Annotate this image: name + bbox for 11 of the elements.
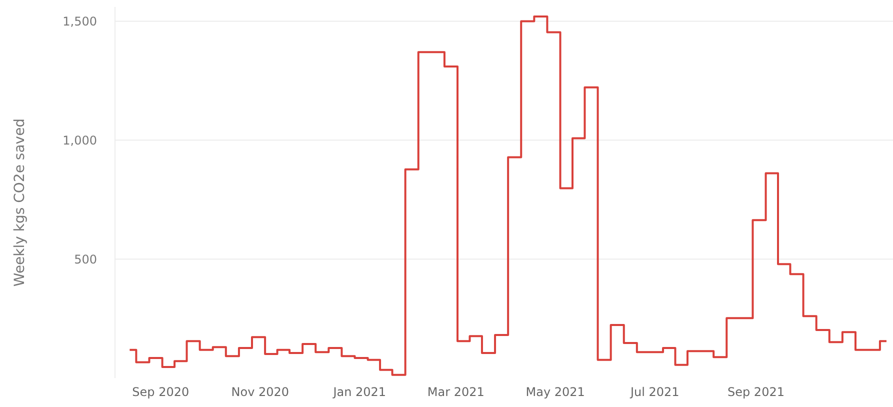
- x-tick-label: Mar 2021: [427, 385, 484, 399]
- y-tick-label: 500: [74, 252, 97, 266]
- x-tick-label: Jan 2021: [332, 385, 386, 399]
- y-axis-title: Weekly kgs CO2e saved: [12, 118, 28, 287]
- x-tick-label: Sep 2020: [132, 385, 190, 399]
- x-tick-label: Jul 2021: [629, 385, 680, 399]
- y-tick-label: 1,000: [62, 133, 97, 148]
- y-tick-label: 1,500: [62, 14, 97, 28]
- x-tick-label: Sep 2021: [728, 385, 784, 399]
- x-tick-label: May 2021: [526, 385, 585, 399]
- x-tick-label: Nov 2020: [231, 385, 290, 399]
